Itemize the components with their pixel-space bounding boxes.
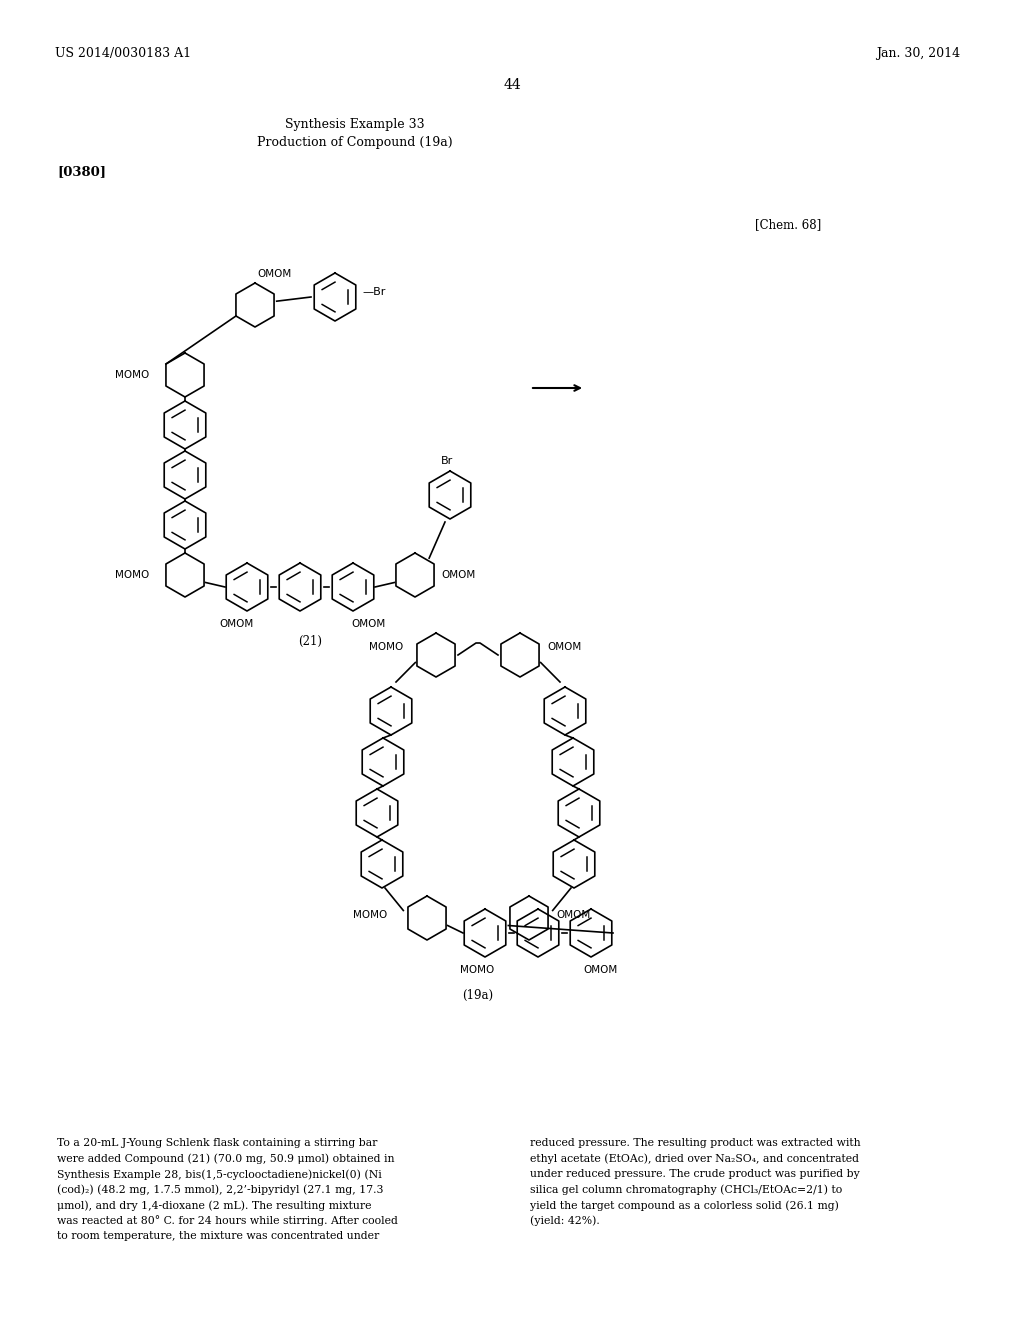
Text: Production of Compound (19a): Production of Compound (19a): [257, 136, 453, 149]
Text: [0380]: [0380]: [57, 165, 106, 178]
Text: (yield: 42%).: (yield: 42%).: [530, 1216, 600, 1226]
Text: Synthesis Example 33: Synthesis Example 33: [286, 117, 425, 131]
Text: Br: Br: [441, 455, 454, 466]
Text: MOMO: MOMO: [369, 642, 403, 652]
Text: [Chem. 68]: [Chem. 68]: [755, 218, 821, 231]
Text: —Br: —Br: [362, 286, 385, 297]
Text: (19a): (19a): [463, 989, 494, 1002]
Text: 44: 44: [503, 78, 521, 92]
Text: MOMO: MOMO: [115, 570, 150, 579]
Text: was reacted at 80° C. for 24 hours while stirring. After cooled: was reacted at 80° C. for 24 hours while…: [57, 1216, 398, 1226]
Text: Jan. 30, 2014: Jan. 30, 2014: [876, 48, 961, 59]
Text: (cod)₂) (48.2 mg, 1.7.5 mmol), 2,2’-bipyridyl (27.1 mg, 17.3: (cod)₂) (48.2 mg, 1.7.5 mmol), 2,2’-bipy…: [57, 1184, 384, 1195]
Text: Synthesis Example 28, bis(1,5-cyclooctadiene)nickel(0) (Ni: Synthesis Example 28, bis(1,5-cyclooctad…: [57, 1170, 382, 1180]
Text: OMOM: OMOM: [257, 269, 291, 279]
Text: μmol), and dry 1,4-dioxane (2 mL). The resulting mixture: μmol), and dry 1,4-dioxane (2 mL). The r…: [57, 1200, 372, 1210]
Text: OMOM: OMOM: [584, 965, 618, 975]
Text: OMOM: OMOM: [556, 909, 590, 920]
Text: OMOM: OMOM: [351, 619, 385, 630]
Text: ethyl acetate (EtOAc), dried over Na₂SO₄, and concentrated: ethyl acetate (EtOAc), dried over Na₂SO₄…: [530, 1154, 859, 1164]
Text: silica gel column chromatography (CHCl₃/EtOAc=2/1) to: silica gel column chromatography (CHCl₃/…: [530, 1184, 843, 1195]
Text: To a 20-mL J-Young Schlenk flask containing a stirring bar: To a 20-mL J-Young Schlenk flask contain…: [57, 1138, 378, 1148]
Text: OMOM: OMOM: [441, 570, 475, 579]
Text: MOMO: MOMO: [460, 965, 495, 975]
Text: OMOM: OMOM: [220, 619, 254, 630]
Text: MOMO: MOMO: [115, 370, 150, 380]
Text: OMOM: OMOM: [547, 642, 582, 652]
Text: US 2014/0030183 A1: US 2014/0030183 A1: [55, 48, 191, 59]
Text: MOMO: MOMO: [353, 909, 387, 920]
Text: were added Compound (21) (70.0 mg, 50.9 μmol) obtained in: were added Compound (21) (70.0 mg, 50.9 …: [57, 1154, 394, 1164]
Text: (21): (21): [298, 635, 322, 648]
Text: yield the target compound as a colorless solid (26.1 mg): yield the target compound as a colorless…: [530, 1200, 839, 1210]
Text: under reduced pressure. The crude product was purified by: under reduced pressure. The crude produc…: [530, 1170, 860, 1179]
Text: reduced pressure. The resulting product was extracted with: reduced pressure. The resulting product …: [530, 1138, 860, 1148]
Text: to room temperature, the mixture was concentrated under: to room temperature, the mixture was con…: [57, 1232, 379, 1241]
